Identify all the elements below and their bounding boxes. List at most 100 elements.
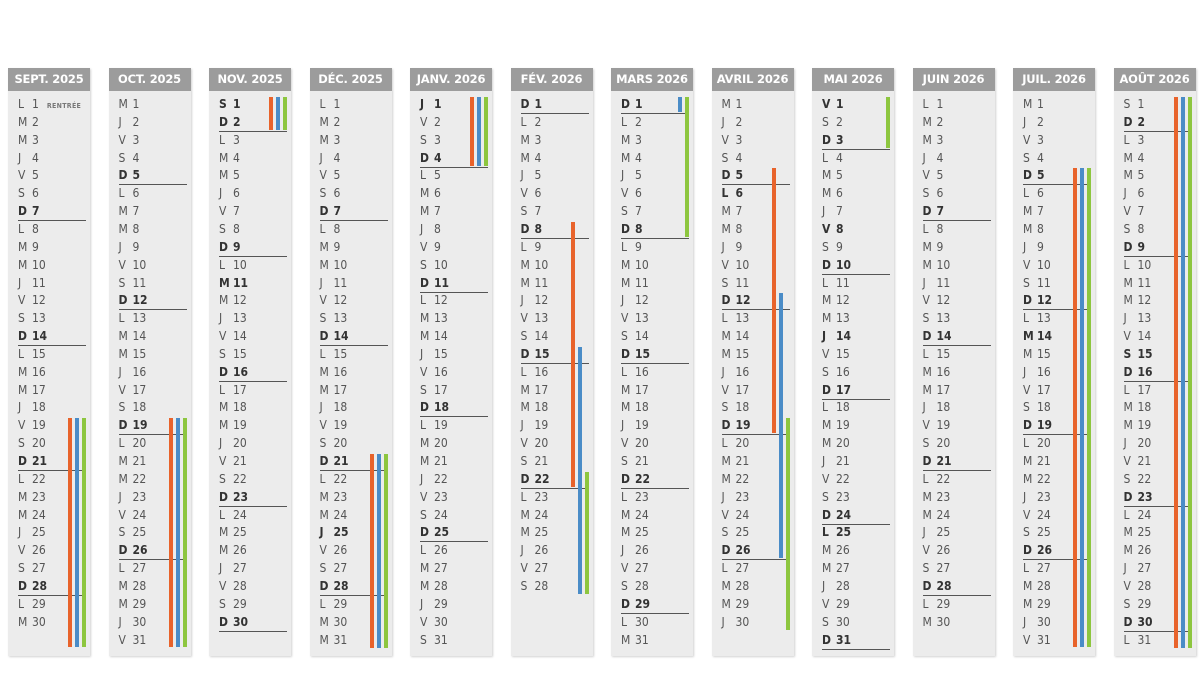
- day-row: M 19: [1124, 417, 1152, 434]
- weekday-letter: D: [721, 168, 731, 183]
- day-number: 10: [233, 257, 247, 272]
- weekday-letter: L: [520, 364, 527, 379]
- week-separator: [18, 594, 86, 596]
- day-row: M 29: [1023, 596, 1051, 613]
- day-number: 17: [32, 382, 46, 397]
- weekday-letter: S: [118, 150, 126, 165]
- day-number: 27: [836, 561, 850, 576]
- day-number: 28: [1037, 578, 1051, 593]
- day-number: 4: [534, 150, 542, 165]
- day-number: 19: [32, 418, 46, 433]
- day-row: L 18: [822, 399, 850, 416]
- weekday-letter: D: [621, 596, 630, 611]
- day-row: J 18: [320, 399, 348, 416]
- week-separator: [1023, 559, 1091, 561]
- day-number: 17: [132, 382, 147, 397]
- day-row: S 13: [18, 310, 46, 327]
- weekday-letter: J: [420, 97, 425, 111]
- weekday-letter: D: [822, 257, 831, 272]
- zone-c-vacation-bar: [1187, 97, 1192, 648]
- day-number: 31: [434, 632, 448, 647]
- day-number: 6: [735, 186, 744, 201]
- weekday-letter: L: [922, 97, 929, 111]
- day-number: 30: [735, 614, 750, 629]
- day-number: 26: [434, 543, 448, 558]
- day-number: 23: [534, 489, 549, 504]
- day-number: 3: [936, 132, 944, 147]
- day-number: 31: [635, 632, 649, 647]
- weekday-letter: M: [319, 239, 329, 254]
- weekday-letter: S: [822, 614, 829, 629]
- day-number: 17: [1137, 382, 1152, 397]
- day-row: L 11: [822, 275, 850, 292]
- month-header: MAI 2026: [812, 68, 894, 91]
- weekday-letter: L: [1123, 257, 1130, 272]
- week-separator: [922, 470, 991, 471]
- day-number: 21: [333, 454, 349, 468]
- week-separator: [219, 505, 287, 507]
- weekday-letter: V: [219, 204, 227, 219]
- day-number: 31: [333, 632, 348, 647]
- day-number: 22: [32, 471, 46, 486]
- day-number: 1: [32, 97, 39, 111]
- day-number: 1: [1037, 97, 1044, 111]
- weekday-letter: S: [1023, 525, 1030, 540]
- day-number: 16: [1137, 364, 1153, 379]
- day-row: J 27: [1124, 560, 1152, 577]
- zone-b-vacation-bar: [678, 97, 682, 112]
- day-number: 30: [836, 614, 850, 629]
- week-separator: [721, 559, 790, 561]
- day-row: L 26: [420, 542, 448, 559]
- day-row: L 20: [722, 435, 750, 452]
- day-row: V 24: [119, 507, 147, 524]
- day-row: J 16: [722, 364, 750, 381]
- day-row: L 17: [219, 382, 247, 399]
- weekday-letter: S: [1023, 275, 1030, 290]
- day-number: 5: [434, 168, 441, 183]
- day-number: 11: [233, 275, 249, 290]
- day-number: 21: [233, 454, 247, 468]
- day-number: 11: [1037, 275, 1051, 290]
- day-number: 11: [333, 275, 348, 290]
- day-row: S 23: [822, 489, 850, 506]
- day-number: 18: [635, 400, 649, 415]
- weekday-letter: V: [520, 436, 528, 451]
- day-number: 5: [333, 168, 341, 183]
- weekday-letter: J: [1123, 436, 1127, 451]
- day-number: 6: [836, 186, 843, 201]
- day-number: 17: [233, 382, 247, 397]
- weekday-letter: S: [922, 186, 930, 201]
- day-row: D 22: [521, 471, 550, 488]
- weekday-letter: V: [1023, 507, 1031, 522]
- day-row: S 27: [18, 560, 46, 577]
- day-row: D 28: [923, 578, 952, 595]
- weekday-letter: M: [319, 114, 329, 129]
- day-number: 9: [132, 239, 140, 254]
- weekday-letter: L: [621, 614, 628, 629]
- weekday-letter: L: [18, 221, 25, 236]
- zone-c-vacation-bar: [785, 418, 790, 630]
- weekday-letter: S: [18, 186, 25, 201]
- day-number: 29: [132, 596, 147, 611]
- day-number: 11: [534, 275, 549, 290]
- day-number: 24: [434, 507, 448, 522]
- zone-c-vacation-bar: [283, 97, 287, 130]
- day-number: 7: [233, 204, 240, 219]
- day-number: 6: [936, 186, 944, 201]
- day-number: 11: [635, 275, 649, 290]
- weekday-letter: J: [922, 400, 926, 415]
- weekday-letter: L: [420, 293, 427, 308]
- day-row: V 24: [1023, 507, 1051, 524]
- weekday-letter: M: [721, 578, 731, 593]
- day-row: L 23: [621, 489, 649, 506]
- month-column: NOV. 2025 S 1 D 2 L 3 M 4 M 5 J 6 V 7 S 8 D 9 L 10 M 11 M 12 J 13 V…: [209, 68, 291, 656]
